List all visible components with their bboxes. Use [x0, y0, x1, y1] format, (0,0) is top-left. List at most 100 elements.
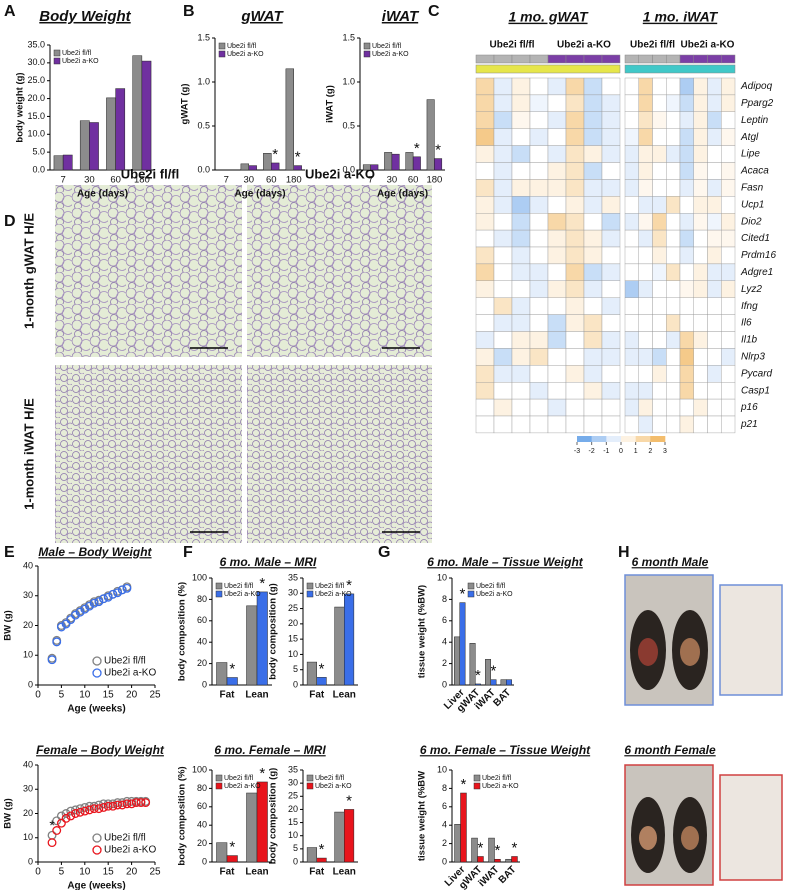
bar — [285, 68, 294, 171]
point — [99, 594, 108, 604]
point — [80, 802, 90, 812]
heatmap-cell — [652, 398, 667, 417]
significance-marker: * — [475, 667, 481, 684]
y-tick-label: 30 — [288, 778, 298, 788]
bar — [248, 165, 257, 171]
y-tick-label: 6 — [442, 615, 447, 625]
tissue-bar — [475, 64, 621, 74]
heatmap-cell — [652, 94, 667, 113]
heatmap-cell — [475, 162, 495, 180]
heatmap-cell — [679, 145, 694, 163]
bar — [500, 679, 507, 686]
heatmap-cell — [547, 263, 567, 281]
point — [127, 796, 137, 806]
significance-marker: * — [259, 765, 265, 782]
bar — [460, 792, 467, 863]
heatmap-cell — [529, 212, 549, 231]
heatmap-cell — [693, 331, 708, 349]
row-label: Adipoq — [740, 81, 773, 92]
point — [56, 622, 66, 632]
heatmap-cell — [529, 229, 549, 248]
legend-label: Ube2i fl/fl — [224, 775, 254, 782]
heatmap-cell — [638, 365, 653, 383]
row-label: p16 — [740, 402, 758, 413]
heatmap-cell — [638, 280, 653, 298]
y-tick-label: 10 — [288, 830, 298, 840]
heatmap-cell — [624, 297, 639, 315]
legend-swatch — [473, 774, 481, 782]
y-tick-label: 35.0 — [27, 39, 45, 49]
heatmap-cell — [679, 179, 694, 197]
bar — [271, 162, 280, 171]
heatmap-cell — [679, 280, 694, 298]
heatmap-cell — [529, 94, 549, 113]
x-tick-label: Lean — [333, 867, 356, 878]
heatmap-cell — [666, 94, 681, 113]
row-label: Adgre1 — [740, 267, 773, 278]
heatmap-cell — [547, 94, 567, 113]
point — [85, 601, 94, 611]
heatmap-cell — [583, 246, 603, 265]
colorbar-label: 3 — [663, 448, 667, 455]
y-tick-label: 0 — [28, 679, 33, 689]
heatmap-cell — [529, 263, 549, 281]
heatmap-cell — [583, 348, 603, 366]
significance-marker: * — [512, 839, 518, 856]
heatmap-cell — [652, 77, 667, 96]
chart-title: gWAT — [240, 8, 284, 25]
heatmap-cell — [583, 128, 603, 146]
y-tick-label: 10 — [288, 649, 298, 659]
heatmap-cell — [638, 179, 653, 197]
bar — [62, 154, 73, 171]
heatmap-cell — [721, 382, 736, 400]
legend-swatch — [306, 590, 314, 598]
heatmap-cell — [475, 246, 495, 265]
x-tick-label: 30 — [243, 175, 254, 186]
significance-marker: * — [229, 839, 235, 856]
heatmap-cell — [638, 348, 653, 366]
legend-label: Ube2i a-KO — [104, 845, 156, 856]
heatmap-cell — [529, 297, 549, 315]
heatmap-cell — [652, 179, 667, 197]
panel-label: A — [4, 3, 16, 20]
heatmap-cell — [679, 246, 694, 265]
heatmap-cell — [638, 331, 653, 349]
heatmap-cell — [475, 415, 495, 434]
significance-marker: * — [478, 839, 484, 856]
point — [52, 826, 62, 835]
heatmap-cell — [511, 77, 531, 96]
bar — [316, 677, 327, 686]
point — [117, 800, 127, 810]
bar — [306, 847, 317, 863]
heatmap-cell — [693, 162, 708, 180]
row-label: Acaca — [740, 166, 769, 177]
heatmap-cell — [493, 365, 513, 383]
legend-swatch — [306, 782, 314, 790]
heatmap-cell — [565, 145, 585, 163]
heatmap-cell — [707, 297, 722, 315]
heatmap-cell — [493, 77, 513, 96]
significance-marker: * — [259, 575, 265, 592]
heatmap-cell — [511, 365, 531, 383]
heatmap-cell — [638, 297, 653, 315]
heatmap-cell — [565, 229, 585, 248]
row-label: Leptin — [741, 115, 769, 126]
heatmap-cell — [583, 382, 603, 400]
heatmap-cell — [547, 415, 567, 434]
panel-label: G — [378, 544, 390, 561]
heatmap-cell — [529, 128, 549, 146]
histology-image — [55, 365, 242, 543]
x-tick-label: 10 — [79, 690, 91, 701]
bar — [256, 591, 268, 686]
bar — [475, 683, 481, 686]
point — [80, 806, 90, 816]
panel-label: E — [4, 544, 15, 561]
y-tick-label: 1.0 — [197, 76, 210, 86]
point — [70, 809, 80, 818]
heatmap-cell — [565, 331, 585, 349]
y-tick-label: 5 — [293, 664, 298, 674]
heatmap-cell — [721, 196, 736, 214]
legend-swatch — [473, 782, 481, 790]
heatmap-cell — [493, 331, 513, 349]
